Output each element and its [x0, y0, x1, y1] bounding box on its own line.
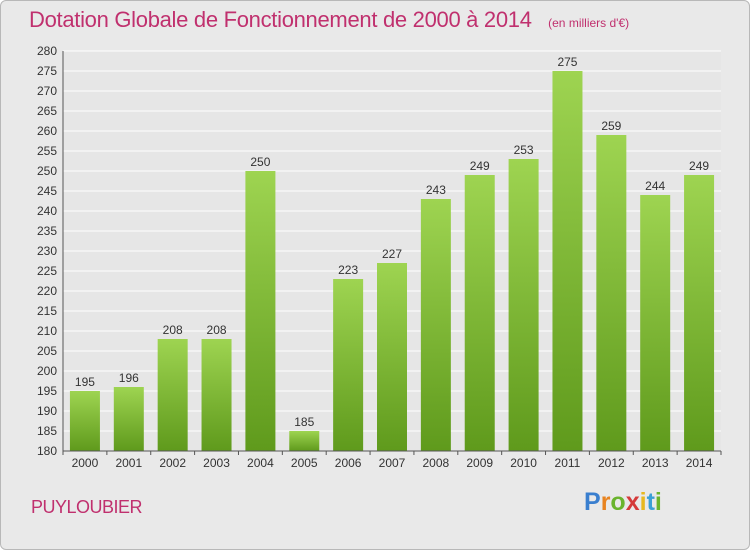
y-tick-label: 235	[37, 224, 57, 238]
x-tick-label: 2005	[291, 456, 318, 470]
x-tick-label: 2001	[115, 456, 142, 470]
value-label: 185	[294, 415, 314, 429]
proxiti-logo: Proxiti	[584, 488, 662, 517]
y-tick-label: 275	[37, 64, 57, 78]
bar-2002	[157, 339, 188, 451]
bar-2007	[377, 263, 407, 451]
bar-2013	[640, 195, 671, 451]
y-tick-label: 205	[37, 344, 57, 358]
bar-2005	[289, 431, 320, 451]
logo-letter: x	[625, 488, 640, 516]
x-tick-label: 2010	[510, 456, 537, 470]
y-tick-label: 210	[37, 324, 57, 338]
value-label: 208	[163, 323, 183, 337]
commune-name: PUYLOUBIER	[31, 497, 143, 517]
x-tick-label: 2013	[642, 456, 669, 470]
logo-letter: i	[654, 488, 662, 516]
bar-2003	[201, 339, 232, 451]
y-tick-label: 260	[37, 124, 57, 138]
value-label: 249	[689, 159, 709, 173]
y-tick-label: 190	[37, 404, 57, 418]
value-label: 253	[514, 143, 534, 157]
value-label: 249	[470, 159, 490, 173]
title-row: Dotation Globale de Fonctionnement de 20…	[29, 7, 629, 33]
y-tick-label: 265	[37, 104, 57, 118]
x-tick-label: 2002	[159, 456, 186, 470]
y-tick-label: 185	[37, 424, 57, 438]
y-tick-label: 255	[37, 144, 57, 158]
bar-2010	[508, 159, 539, 451]
x-tick-label: 2000	[72, 456, 99, 470]
bar-2001	[113, 387, 144, 451]
y-tick-label: 200	[37, 364, 57, 378]
x-tick-label: 2003	[203, 456, 230, 470]
x-tick-label: 2014	[686, 456, 713, 470]
y-tick-label: 245	[37, 184, 57, 198]
value-label: 250	[250, 155, 270, 169]
x-tick-label: 2009	[466, 456, 493, 470]
value-label: 195	[75, 375, 95, 389]
value-label: 275	[557, 55, 577, 69]
logo-letter: r	[600, 488, 611, 516]
y-tick-label: 230	[37, 244, 57, 258]
logo-letter: o	[610, 488, 626, 516]
y-tick-label: 195	[37, 384, 57, 398]
value-label: 259	[601, 119, 621, 133]
y-tick-label: 225	[37, 264, 57, 278]
value-label: 243	[426, 183, 446, 197]
chart-title: Dotation Globale de Fonctionnement de 20…	[29, 7, 532, 32]
bar-2011	[552, 71, 583, 451]
logo-letter: t	[646, 488, 655, 516]
x-tick-label: 2008	[423, 456, 450, 470]
bar-2009	[464, 175, 495, 451]
x-tick-label: 2011	[555, 456, 581, 470]
value-label: 227	[382, 247, 402, 261]
logo-letter: P	[584, 488, 601, 516]
value-label: 244	[645, 179, 665, 193]
y-tick-label: 240	[37, 204, 57, 218]
bar-2008	[420, 199, 451, 451]
value-label: 223	[338, 263, 358, 277]
y-tick-label: 215	[37, 304, 57, 318]
y-tick-label: 250	[37, 164, 57, 178]
y-tick-label: 270	[37, 84, 57, 98]
x-tick-label: 2007	[379, 456, 406, 470]
logo-letter: i	[639, 488, 647, 516]
x-tick-label: 2004	[247, 456, 274, 470]
chart-subtitle: (en milliers d'€)	[548, 16, 630, 30]
value-label: 208	[207, 323, 227, 337]
x-tick-label: 2006	[335, 456, 362, 470]
y-tick-label: 180	[37, 444, 57, 458]
bar-2014	[684, 175, 715, 451]
bar-2004	[245, 171, 276, 451]
value-label: 196	[119, 371, 139, 385]
x-tick-label: 2012	[598, 456, 625, 470]
bar-2000	[69, 391, 100, 451]
bar-2012	[596, 135, 627, 451]
y-tick-label: 220	[37, 284, 57, 298]
y-tick-label: 280	[37, 44, 57, 58]
bar-2006	[333, 279, 364, 451]
